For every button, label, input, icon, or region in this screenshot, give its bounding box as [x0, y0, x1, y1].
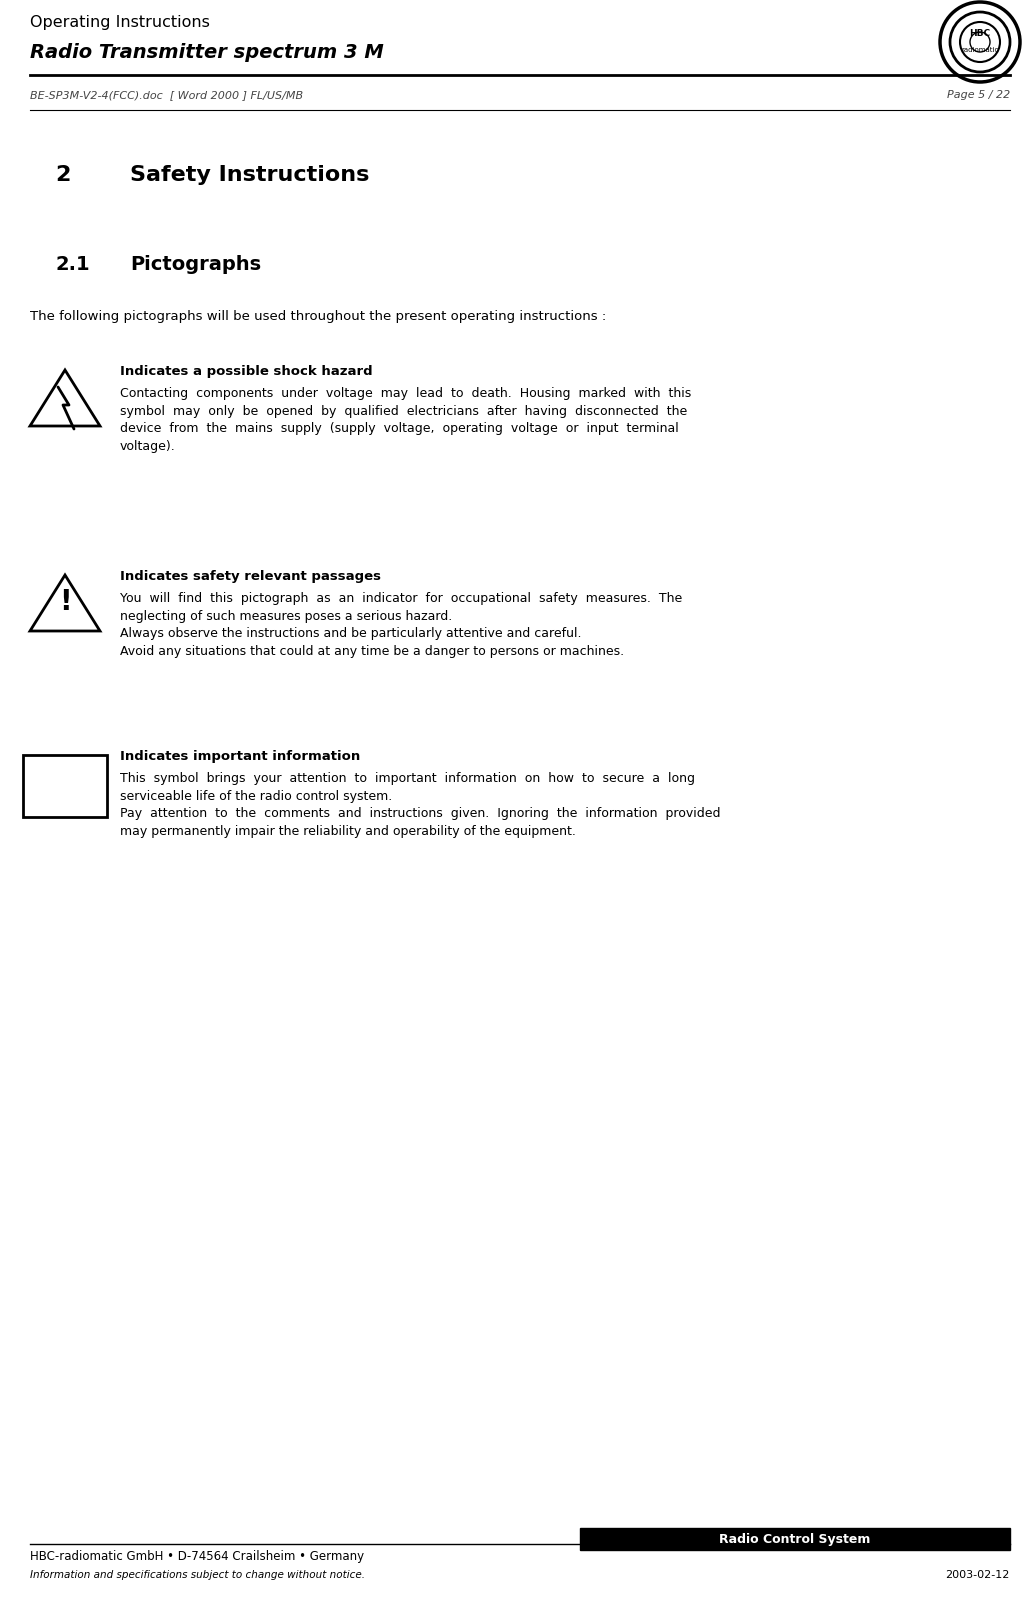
- FancyBboxPatch shape: [23, 755, 107, 816]
- Text: Indicates a possible shock hazard: Indicates a possible shock hazard: [120, 366, 373, 379]
- Text: device  from  the  mains  supply  (supply  voltage,  operating  voltage  or  inp: device from the mains supply (supply vol…: [120, 422, 679, 435]
- Text: Indicates important information: Indicates important information: [120, 751, 360, 764]
- Text: The following pictographs will be used throughout the present operating instruct: The following pictographs will be used t…: [30, 310, 607, 322]
- Text: Always observe the instructions and be particularly attentive and careful.: Always observe the instructions and be p…: [120, 627, 582, 640]
- Text: 2003-02-12: 2003-02-12: [946, 1570, 1010, 1580]
- Text: Safety Instructions: Safety Instructions: [130, 165, 369, 184]
- Text: You  will  find  this  pictograph  as  an  indicator  for  occupational  safety : You will find this pictograph as an indi…: [120, 592, 682, 605]
- Text: BE-SP3M-V2-4(FCC).doc  [ Word 2000 ] FL/US/MB: BE-SP3M-V2-4(FCC).doc [ Word 2000 ] FL/U…: [30, 90, 303, 99]
- FancyBboxPatch shape: [580, 1529, 1010, 1549]
- Polygon shape: [30, 371, 100, 427]
- Text: 2: 2: [55, 165, 70, 184]
- Text: may permanently impair the reliability and operability of the equipment.: may permanently impair the reliability a…: [120, 824, 575, 837]
- Text: Avoid any situations that could at any time be a danger to persons or machines.: Avoid any situations that could at any t…: [120, 645, 624, 658]
- Text: Page 5 / 22: Page 5 / 22: [947, 90, 1010, 99]
- Text: symbol  may  only  be  opened  by  qualified  electricians  after  having  disco: symbol may only be opened by qualified e…: [120, 404, 687, 417]
- Text: Radio Transmitter spectrum 3 M: Radio Transmitter spectrum 3 M: [30, 43, 384, 63]
- Text: HBC-radiomatic GmbH • D-74564 Crailsheim • Germany: HBC-radiomatic GmbH • D-74564 Crailsheim…: [30, 1549, 364, 1562]
- Text: voltage).: voltage).: [120, 439, 176, 452]
- Polygon shape: [30, 574, 100, 630]
- Text: 2.1: 2.1: [55, 255, 90, 274]
- Text: radiomatic: radiomatic: [962, 47, 999, 53]
- Text: !: !: [59, 589, 71, 616]
- Text: Pictographs: Pictographs: [130, 255, 261, 274]
- Text: Contacting  components  under  voltage  may  lead  to  death.  Housing  marked  : Contacting components under voltage may …: [120, 387, 691, 399]
- Text: Indicates safety relevant passages: Indicates safety relevant passages: [120, 569, 381, 582]
- Text: Operating Instructions: Operating Instructions: [30, 14, 210, 30]
- Text: Radio Control System: Radio Control System: [719, 1532, 870, 1546]
- Text: Information and specifications subject to change without notice.: Information and specifications subject t…: [30, 1570, 365, 1580]
- Text: serviceable life of the radio control system.: serviceable life of the radio control sy…: [120, 789, 392, 802]
- Text: Pay  attention  to  the  comments  and  instructions  given.  Ignoring  the  inf: Pay attention to the comments and instru…: [120, 807, 720, 820]
- Text: This  symbol  brings  your  attention  to  important  information  on  how  to  : This symbol brings your attention to imp…: [120, 772, 694, 784]
- Text: HBC: HBC: [970, 29, 990, 38]
- Text: neglecting of such measures poses a serious hazard.: neglecting of such measures poses a seri…: [120, 610, 452, 622]
